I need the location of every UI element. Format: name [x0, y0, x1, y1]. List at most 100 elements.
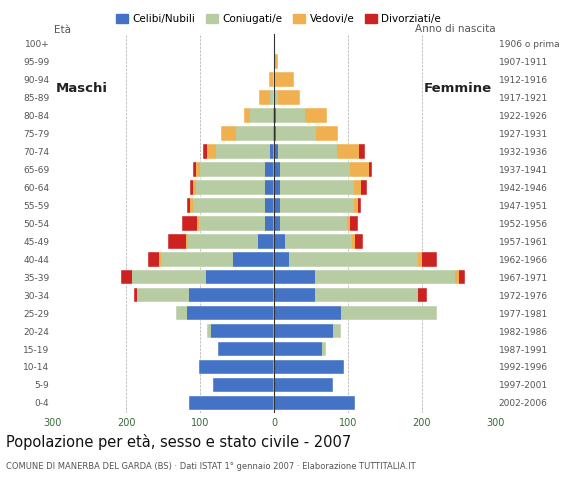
Bar	[418, 288, 427, 302]
Bar	[121, 270, 274, 285]
Bar	[121, 270, 132, 285]
Bar	[305, 108, 327, 123]
Bar	[278, 90, 300, 105]
Bar	[200, 162, 265, 177]
Bar	[148, 252, 274, 266]
Bar	[369, 162, 372, 177]
Bar	[265, 162, 274, 177]
Bar	[356, 234, 363, 249]
Bar	[455, 270, 459, 285]
Bar	[203, 144, 274, 159]
Bar	[213, 378, 274, 392]
Bar	[274, 360, 345, 374]
Bar	[274, 162, 280, 177]
Bar	[316, 126, 338, 141]
Bar	[354, 198, 358, 213]
Bar	[274, 270, 315, 285]
Bar	[274, 342, 322, 356]
Bar	[274, 180, 367, 194]
Bar	[274, 144, 278, 159]
Bar	[274, 126, 338, 141]
Bar	[274, 90, 278, 105]
Bar	[273, 72, 274, 87]
Bar	[274, 378, 333, 392]
Bar	[274, 234, 363, 249]
Bar	[337, 144, 359, 159]
Bar	[265, 198, 274, 213]
Bar	[274, 72, 276, 87]
Bar	[218, 342, 274, 356]
Bar	[350, 162, 369, 177]
Bar	[235, 126, 273, 141]
Bar	[187, 198, 274, 213]
Bar	[258, 234, 274, 249]
Bar	[274, 216, 280, 230]
Bar	[133, 288, 137, 302]
Bar	[193, 198, 265, 213]
Bar	[245, 108, 274, 123]
Bar	[176, 306, 187, 321]
Bar	[274, 72, 294, 87]
Bar	[251, 108, 273, 123]
Bar	[198, 360, 274, 374]
Bar	[203, 144, 206, 159]
Bar	[182, 216, 274, 230]
Bar	[221, 126, 235, 141]
Bar	[418, 252, 422, 266]
Bar	[193, 162, 274, 177]
Bar	[195, 180, 265, 194]
Bar	[148, 252, 160, 266]
Bar	[133, 288, 274, 302]
Text: Popolazione per età, sesso e stato civile - 2007: Popolazione per età, sesso e stato civil…	[6, 434, 351, 450]
Bar	[280, 180, 354, 194]
Bar	[245, 108, 251, 123]
Bar	[189, 396, 274, 410]
Bar	[213, 378, 274, 392]
Bar	[276, 72, 294, 87]
Bar	[280, 162, 350, 177]
Text: Maschi: Maschi	[56, 82, 108, 95]
Bar	[194, 180, 195, 194]
Bar	[259, 90, 270, 105]
Bar	[137, 288, 189, 302]
Bar	[274, 198, 361, 213]
Bar	[274, 126, 276, 141]
Bar	[193, 162, 197, 177]
Bar	[274, 252, 437, 266]
Bar	[351, 234, 356, 249]
Bar	[289, 252, 418, 266]
Bar	[274, 288, 315, 302]
Bar	[274, 144, 365, 159]
Bar	[315, 270, 455, 285]
Bar	[197, 162, 200, 177]
Bar	[265, 180, 274, 194]
Bar	[315, 288, 418, 302]
Text: COMUNE DI MANERBA DEL GARDA (BS) · Dati ISTAT 1° gennaio 2007 · Elaborazione TUT: COMUNE DI MANERBA DEL GARDA (BS) · Dati …	[6, 462, 415, 471]
Bar	[273, 126, 274, 141]
Bar	[274, 180, 280, 194]
Bar	[274, 360, 345, 374]
Bar	[161, 252, 233, 266]
Bar	[186, 234, 187, 249]
Bar	[190, 180, 274, 194]
Bar	[233, 252, 274, 266]
Bar	[274, 90, 300, 105]
Bar	[274, 54, 278, 69]
Bar	[198, 216, 265, 230]
Bar	[276, 108, 305, 123]
Text: Anno di nascita: Anno di nascita	[415, 24, 496, 34]
Bar	[274, 108, 276, 123]
Bar	[265, 216, 274, 230]
Bar	[168, 234, 274, 249]
Bar	[274, 378, 333, 392]
Bar	[278, 144, 337, 159]
Bar	[276, 126, 316, 141]
Bar	[182, 216, 197, 230]
Bar	[274, 324, 340, 338]
Bar	[274, 162, 372, 177]
Bar	[354, 180, 361, 194]
Bar	[273, 108, 274, 123]
Bar	[274, 306, 437, 321]
Bar	[358, 198, 361, 213]
Bar	[361, 180, 367, 194]
